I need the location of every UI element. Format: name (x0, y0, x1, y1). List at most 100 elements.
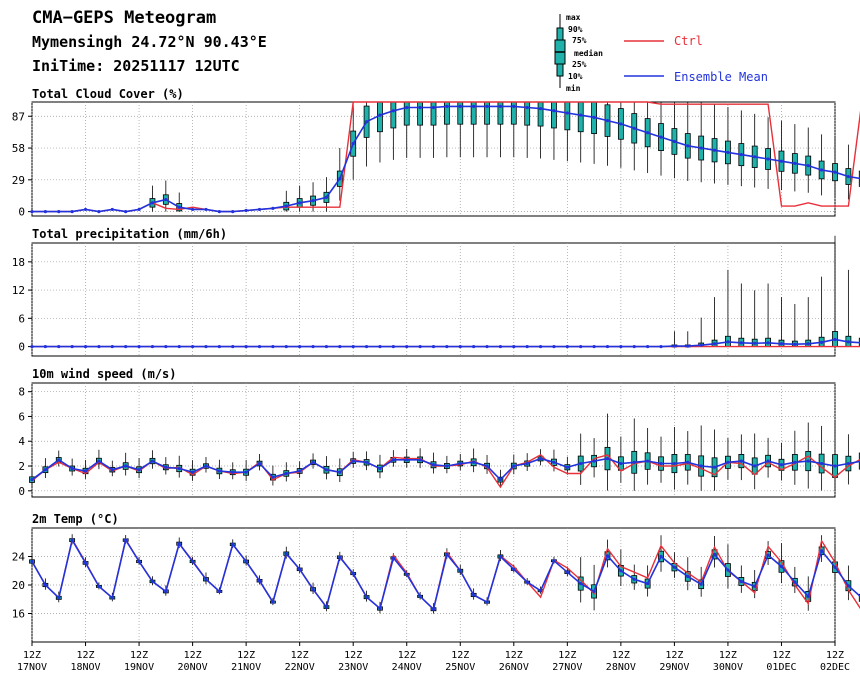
mean-point (699, 464, 703, 468)
mean-point (217, 210, 221, 214)
ensemble-box (524, 101, 531, 126)
mean-point (378, 113, 382, 117)
mean-point (418, 105, 422, 110)
mean-point (43, 210, 47, 214)
mean-point (699, 343, 703, 347)
mean-point (57, 210, 61, 214)
mean-point (351, 459, 355, 463)
mean-point (191, 559, 195, 564)
mean-point (672, 461, 677, 466)
mean-point (284, 552, 288, 556)
mean-point (686, 344, 690, 348)
mean-point (686, 574, 690, 579)
mean-point (806, 163, 810, 168)
x-hour-label: 12Z (184, 650, 202, 661)
mean-point (284, 344, 288, 349)
mean-point (739, 579, 743, 584)
mean-point (324, 195, 329, 199)
mean-point (512, 104, 516, 108)
mean-point (338, 470, 342, 474)
ensemble-box (390, 101, 397, 129)
mean-point (364, 120, 369, 124)
legend-label-p75: 75% (572, 36, 587, 45)
mean-point (271, 475, 275, 479)
mean-point (231, 210, 235, 214)
mean-point (405, 105, 409, 110)
x-axis: 12Z17NOV12Z18NOV12Z19NOV12Z20NOV12Z21NOV… (17, 642, 850, 673)
mean-point (579, 581, 583, 586)
mean-point (70, 344, 74, 349)
ctrl-line (31, 454, 860, 489)
mean-point (565, 111, 569, 115)
mean-point (97, 584, 101, 589)
mean-point (177, 466, 181, 471)
legend-ctrl-label: Ctrl (674, 34, 703, 48)
mean-point (164, 197, 168, 202)
mean-point (659, 344, 663, 349)
x-hour-label: 12Z (451, 650, 469, 661)
mean-point (712, 465, 717, 469)
mean-point (485, 344, 489, 349)
y-tick-label: 24 (12, 551, 26, 564)
mean-point (137, 468, 141, 472)
mean-line (31, 537, 860, 611)
mean-point (137, 207, 141, 212)
mean-point (458, 461, 462, 466)
mean-point (43, 344, 47, 349)
mean-point (418, 458, 422, 462)
mean-point (779, 159, 784, 163)
y-tick-label: 0 (18, 485, 25, 498)
mean-point (298, 201, 302, 205)
mean-point (391, 458, 395, 462)
mean-point (806, 342, 810, 346)
mean-point (833, 464, 837, 468)
mean-point (364, 460, 369, 464)
legend-label-median: median (574, 48, 603, 58)
mean-point (525, 344, 529, 349)
mean-point (806, 594, 810, 599)
x-date-label: 02DEC (820, 662, 850, 673)
x-hour-label: 12Z (772, 650, 790, 661)
mean-point (498, 344, 503, 349)
y-tick-label: 29 (12, 174, 25, 187)
mean-point (391, 109, 395, 113)
mean-point (646, 581, 650, 586)
mean-point (150, 344, 155, 349)
mean-line (32, 338, 860, 348)
mean-point (592, 115, 596, 119)
mean-point (726, 150, 730, 155)
mean-point (43, 583, 47, 587)
legend-label-p10: 10% (568, 72, 583, 81)
mean-point (257, 579, 262, 583)
mean-point (257, 207, 262, 212)
mean-point (833, 565, 837, 569)
mean-point (485, 600, 489, 604)
mean-point (83, 469, 88, 473)
ensemble-box (430, 101, 437, 126)
mean-point (766, 157, 770, 161)
mean-point (30, 344, 34, 349)
mean-point (324, 344, 329, 349)
mean-point (485, 464, 489, 468)
mean-point (605, 554, 610, 558)
mean-point (70, 210, 74, 214)
mean-point (766, 459, 770, 463)
x-hour-label: 12Z (344, 650, 362, 661)
mean-point (257, 461, 262, 466)
mean-point (619, 461, 623, 466)
mean-point (619, 122, 623, 126)
mean-point (712, 552, 717, 556)
mean-point (846, 584, 850, 588)
mean-point (525, 105, 529, 110)
mean-point (164, 589, 168, 594)
mean-point (846, 174, 850, 179)
mean-point (793, 161, 797, 165)
mean-point (485, 104, 489, 108)
legend-box-glyph: max 90% 75% median 25% 10% min (554, 13, 603, 93)
mean-point (753, 155, 757, 159)
mean-point (217, 469, 221, 473)
mean-point (820, 340, 824, 344)
mean-point (820, 549, 824, 553)
mean-point (311, 460, 315, 464)
y-tick-label: 20 (12, 579, 25, 592)
